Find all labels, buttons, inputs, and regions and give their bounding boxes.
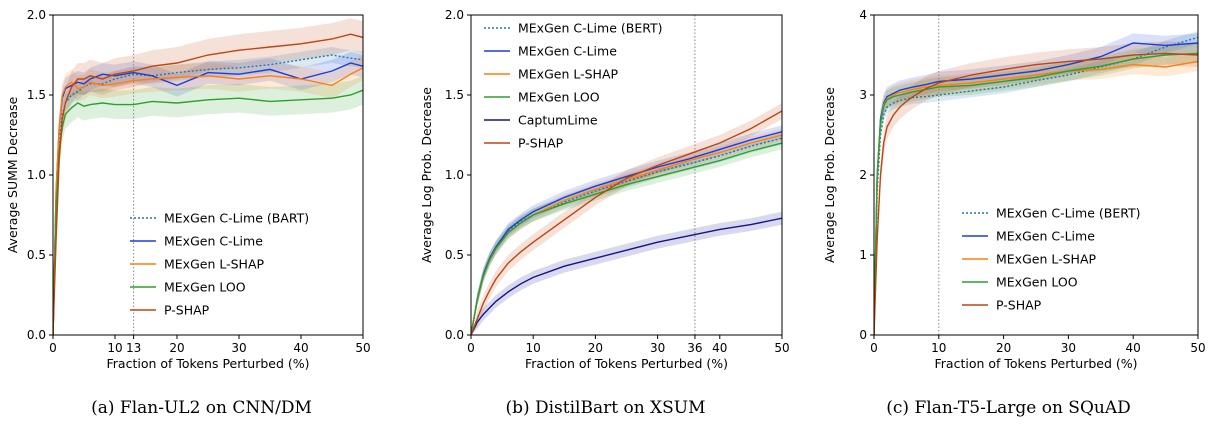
series-line [53, 62, 363, 335]
x-tick-label: 50 [774, 341, 789, 355]
x-tick-label: 40 [712, 341, 727, 355]
y-tick-label: 2.0 [27, 8, 46, 22]
x-tick-label: 20 [996, 341, 1011, 355]
legend-label: P-SHAP [164, 303, 210, 318]
legend: MExGen C-Lime (BERT) MExGen C-Lime MExGen … [962, 206, 1141, 313]
chart-svg-a: 0 10 13 20 30 40 50 0.0 0.5 1.0 1.5 2.0 Fraction of … [5, 8, 371, 371]
legend-label: P-SHAP [518, 136, 564, 151]
legend-label: P-SHAP [996, 298, 1042, 313]
series-line [874, 60, 1198, 335]
x-tick-label: 36 [687, 341, 702, 355]
x-tick-label: 10 [526, 341, 541, 355]
x-axis-label: Fraction of Tokens Perturbed (%) [525, 356, 728, 371]
legend-label: MExGen LOO [164, 280, 246, 295]
y-tick-label: 0.5 [445, 248, 464, 262]
chart-caption-c: (c) Flan-T5-Large on SQuAD [886, 398, 1131, 418]
series-line [53, 33, 363, 335]
x-tick-label: 30 [1061, 341, 1076, 355]
x-tick-label: 20 [588, 341, 603, 355]
x-tick-label: 13 [126, 341, 141, 355]
confidence-band [471, 131, 782, 335]
y-axis-label: Average Log Prob. Decrease [419, 87, 434, 263]
y-tick-label: 1.0 [27, 168, 46, 182]
legend-label: CaptumLime [518, 113, 598, 128]
legend-label: MExGen C-Lime [518, 44, 617, 59]
legend: MExGen C-Lime (BART) MExGen C-Lime MExGen … [130, 211, 309, 318]
plot-area [53, 15, 363, 335]
x-tick-label: 0 [467, 341, 475, 355]
series-line [471, 134, 782, 335]
x-tick-label: 30 [231, 341, 246, 355]
confidence-band [471, 103, 782, 335]
series-line [874, 52, 1198, 335]
x-tick-label: 10 [931, 341, 946, 355]
legend-label: MExGen L-SHAP [996, 252, 1096, 267]
x-tick-label: 0 [49, 341, 57, 355]
y-tick-label: 2 [859, 168, 867, 182]
x-axis-label: Fraction of Tokens Perturbed (%) [935, 356, 1138, 371]
confidence-band [471, 128, 782, 335]
y-tick-label: 0 [859, 328, 867, 342]
x-tick-label: 0 [870, 341, 878, 355]
legend-label: MExGen C-Lime (BART) [164, 211, 309, 226]
series-line [874, 42, 1198, 335]
x-tick-label: 40 [1126, 341, 1141, 355]
legend-label: MExGen LOO [996, 275, 1078, 290]
legend-label: MExGen L-SHAP [164, 257, 264, 272]
y-tick-label: 1.0 [445, 168, 464, 182]
legend-label: MExGen LOO [518, 90, 600, 105]
legend-label: MExGen C-Lime [164, 234, 263, 249]
y-axis-label: Average Log Prob. Decrease [822, 87, 837, 263]
y-tick-label: 0.0 [27, 328, 46, 342]
x-axis-label: Fraction of Tokens Perturbed (%) [107, 356, 310, 371]
plot-area [471, 15, 782, 335]
legend-label: MExGen C-Lime [996, 229, 1095, 244]
chart-caption-a: (a) Flan-UL2 on CNN/DM [91, 398, 312, 418]
series-line [471, 137, 782, 335]
y-tick-label: 1.5 [445, 88, 464, 102]
series-line [874, 36, 1198, 335]
chart-panel-b: 0 10 20 30 36 40 50 0.0 0.5 1.0 1.5 2.0 Fraction of … [404, 0, 807, 428]
x-tick-label: 30 [650, 341, 665, 355]
y-tick-label: 1 [859, 248, 867, 262]
y-tick-label: 0.5 [27, 248, 46, 262]
x-tick-label: 20 [169, 341, 184, 355]
y-tick-label: 2.0 [445, 8, 464, 22]
y-tick-label: 1.5 [27, 88, 46, 102]
x-tick-label: 50 [355, 341, 370, 355]
confidence-band [53, 18, 363, 335]
chart-svg-c: 0 10 20 30 40 50 0 1 2 3 4 Fraction of Tokens Pertu… [822, 8, 1206, 371]
series-line [471, 110, 782, 335]
y-axis-label: Average SUMM Decrease [5, 96, 20, 253]
legend-label: MExGen L-SHAP [518, 67, 618, 82]
x-tick-label: 40 [293, 341, 308, 355]
y-tick-label: 0.0 [445, 328, 464, 342]
confidence-band [53, 51, 363, 335]
plot-area [874, 15, 1198, 335]
series-line [53, 89, 363, 335]
x-tick-label: 10 [107, 341, 122, 355]
chart-panel-c: 0 10 20 30 40 50 0 1 2 3 4 Fraction of Tokens Pertu… [807, 0, 1210, 428]
series-line [471, 217, 782, 335]
chart-svg-b: 0 10 20 30 36 40 50 0.0 0.5 1.0 1.5 2.0 Fraction of … [419, 8, 790, 371]
confidence-band [471, 136, 782, 335]
confidence-band [53, 75, 363, 335]
x-tick-label: 50 [1190, 341, 1205, 355]
chart-panel-a: 0 10 13 20 30 40 50 0.0 0.5 1.0 1.5 2.0 Fraction of … [0, 0, 403, 428]
legend-label: MExGen C-Lime (BERT) [518, 21, 663, 36]
series-line [53, 67, 363, 335]
y-tick-label: 3 [859, 88, 867, 102]
y-tick-label: 4 [859, 8, 867, 22]
legend-label: MExGen C-Lime (BERT) [996, 206, 1141, 221]
series-line [471, 142, 782, 335]
legend: MExGen C-Lime (BERT) MExGen C-Lime MExGen … [484, 21, 663, 151]
chart-caption-b: (b) DistilBart on XSUM [505, 398, 706, 418]
